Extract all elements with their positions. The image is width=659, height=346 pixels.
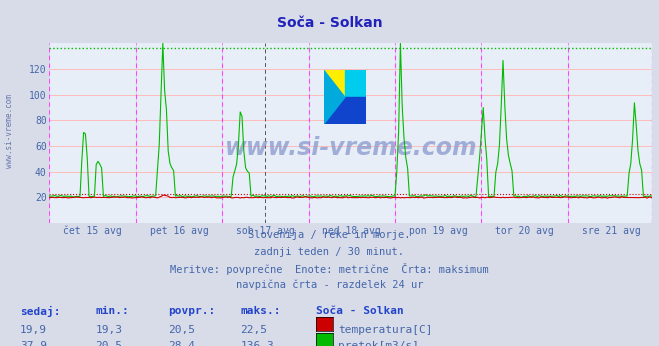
Text: min.:: min.: [96, 306, 129, 316]
Text: Slovenija / reke in morje.: Slovenija / reke in morje. [248, 230, 411, 240]
Text: zadnji teden / 30 minut.: zadnji teden / 30 minut. [254, 247, 405, 257]
Text: Soča - Solkan: Soča - Solkan [277, 16, 382, 29]
Text: Meritve: povprečne  Enote: metrične  Črta: maksimum: Meritve: povprečne Enote: metrične Črta:… [170, 263, 489, 275]
Text: 136,3: 136,3 [241, 341, 274, 346]
Text: 19,9: 19,9 [20, 325, 47, 335]
Text: www.si-vreme.com: www.si-vreme.com [5, 94, 14, 169]
Polygon shape [324, 70, 345, 124]
Text: 20,5: 20,5 [96, 341, 123, 346]
Bar [324, 97, 366, 124]
Text: Soča - Solkan: Soča - Solkan [316, 306, 404, 316]
Bar [345, 70, 366, 97]
Text: 22,5: 22,5 [241, 325, 268, 335]
Text: 20,5: 20,5 [168, 325, 195, 335]
Text: temperatura[C]: temperatura[C] [338, 325, 432, 335]
Text: sedaj:: sedaj: [20, 306, 60, 317]
Text: 28,4: 28,4 [168, 341, 195, 346]
Text: pretok[m3/s]: pretok[m3/s] [338, 341, 419, 346]
Text: povpr.:: povpr.: [168, 306, 215, 316]
Text: www.si-vreme.com: www.si-vreme.com [225, 136, 477, 160]
Text: maks.:: maks.: [241, 306, 281, 316]
Text: 19,3: 19,3 [96, 325, 123, 335]
Text: 37,9: 37,9 [20, 341, 47, 346]
Bar [324, 70, 345, 97]
Text: navpična črta - razdelek 24 ur: navpična črta - razdelek 24 ur [236, 280, 423, 290]
